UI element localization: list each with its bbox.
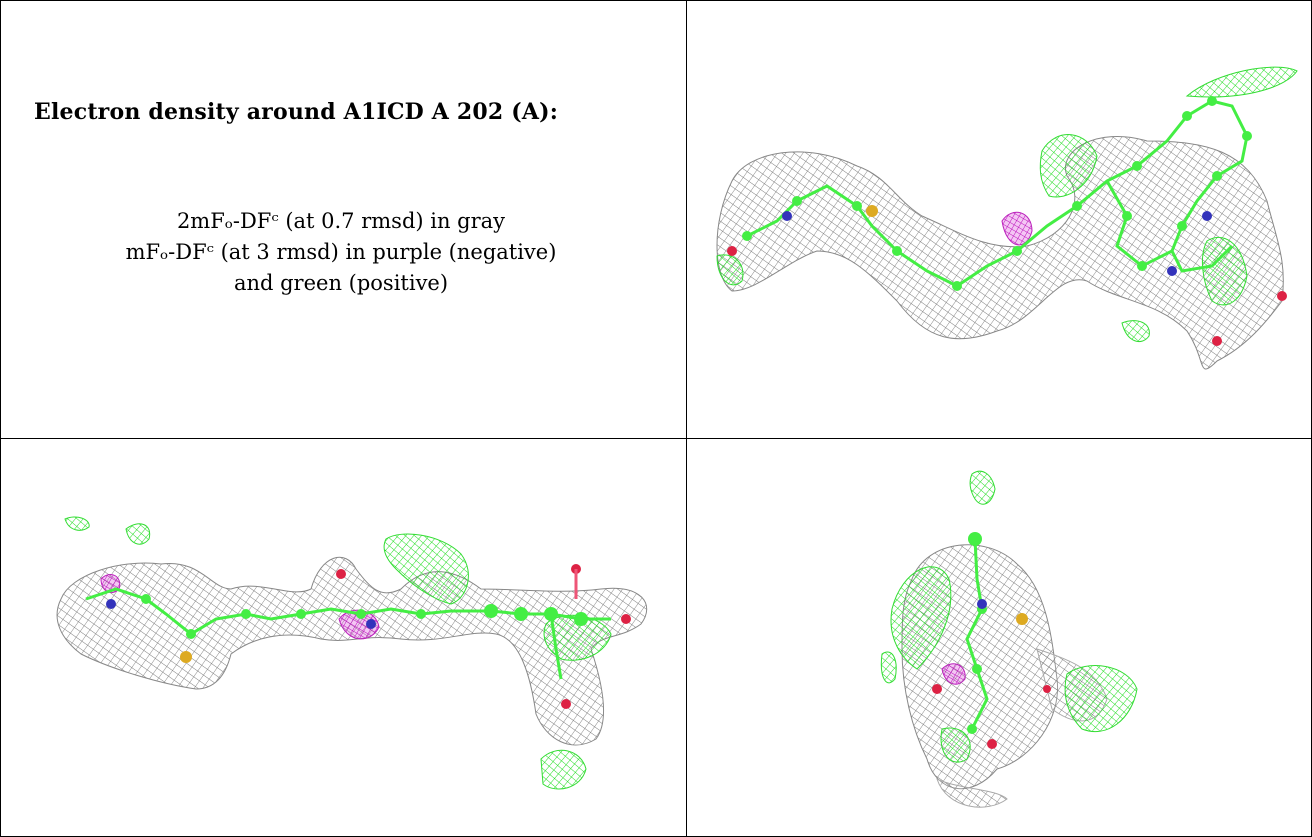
density-image-bottom-left — [56, 516, 648, 790]
oxygen-atom — [1043, 685, 1051, 693]
nitrogen-atom — [366, 619, 376, 629]
sulfur-atom — [180, 651, 192, 663]
legend-line-2fofc: 2mFₒ-DFᶜ (at 0.7 rmsd) in gray — [176, 209, 506, 233]
nitrogen-atom — [1167, 266, 1177, 276]
legend-line-positive: and green (positive) — [233, 271, 449, 295]
purple-blob — [1001, 211, 1033, 246]
gray-mesh — [936, 778, 1008, 808]
nitrogen-atom — [977, 599, 987, 609]
border-row — [0, 438, 1312, 439]
green-blob — [383, 533, 469, 605]
ligand-atoms — [141, 594, 588, 639]
green-blob — [125, 523, 151, 545]
gray-mesh — [716, 136, 1284, 370]
oxygen-atom — [727, 246, 737, 256]
green-blob — [1185, 66, 1298, 98]
oxygen-atom — [987, 739, 997, 749]
green-blob — [890, 566, 952, 670]
border-left — [0, 0, 1, 837]
nitrogen-atom — [1202, 211, 1212, 221]
density-view-bottom-left — [1, 439, 686, 836]
density-view-bottom-right — [687, 439, 1311, 836]
density-image-top-right — [716, 66, 1298, 370]
border-middle — [686, 0, 687, 837]
green-blob — [540, 749, 587, 790]
oxygen-atom — [336, 569, 346, 579]
ligand-sticks — [965, 538, 989, 730]
green-blob — [1121, 320, 1150, 343]
green-blob — [1039, 134, 1098, 198]
ligand-atoms — [742, 96, 1252, 291]
green-blob — [940, 727, 971, 763]
purple-blob — [941, 663, 966, 685]
legend-text: 2mFₒ-DFᶜ (at 0.7 rmsd) in gray mFₒ-DFᶜ (… — [21, 206, 661, 299]
nitrogen-atom — [106, 599, 116, 609]
border-top — [0, 0, 1312, 1]
legend-title: Electron density around A1ICD A 202 (A): — [34, 99, 559, 125]
sulfur-atom — [866, 205, 878, 217]
green-blob — [969, 470, 996, 505]
oxygen-atom — [1212, 336, 1222, 346]
green-blob — [64, 516, 90, 531]
nitrogen-atom — [782, 211, 792, 221]
density-image-bottom-right — [880, 470, 1138, 808]
green-blob — [1064, 665, 1138, 733]
oxygen-atom — [561, 699, 571, 709]
ligand-sticks — [746, 99, 1249, 288]
legend-cell: Electron density around A1ICD A 202 (A):… — [1, 1, 686, 438]
oxygen-atom — [932, 684, 942, 694]
density-view-top-right — [687, 1, 1311, 438]
oxygen-atom — [1277, 291, 1287, 301]
green-blob — [716, 254, 744, 286]
legend-line-fofc: mFₒ-DFᶜ (at 3 rmsd) in purple (negative) — [125, 240, 557, 264]
sulfur-atom — [1016, 613, 1028, 625]
oxygen-atom — [621, 614, 631, 624]
green-blob — [880, 651, 897, 684]
purple-blob — [338, 609, 380, 640]
